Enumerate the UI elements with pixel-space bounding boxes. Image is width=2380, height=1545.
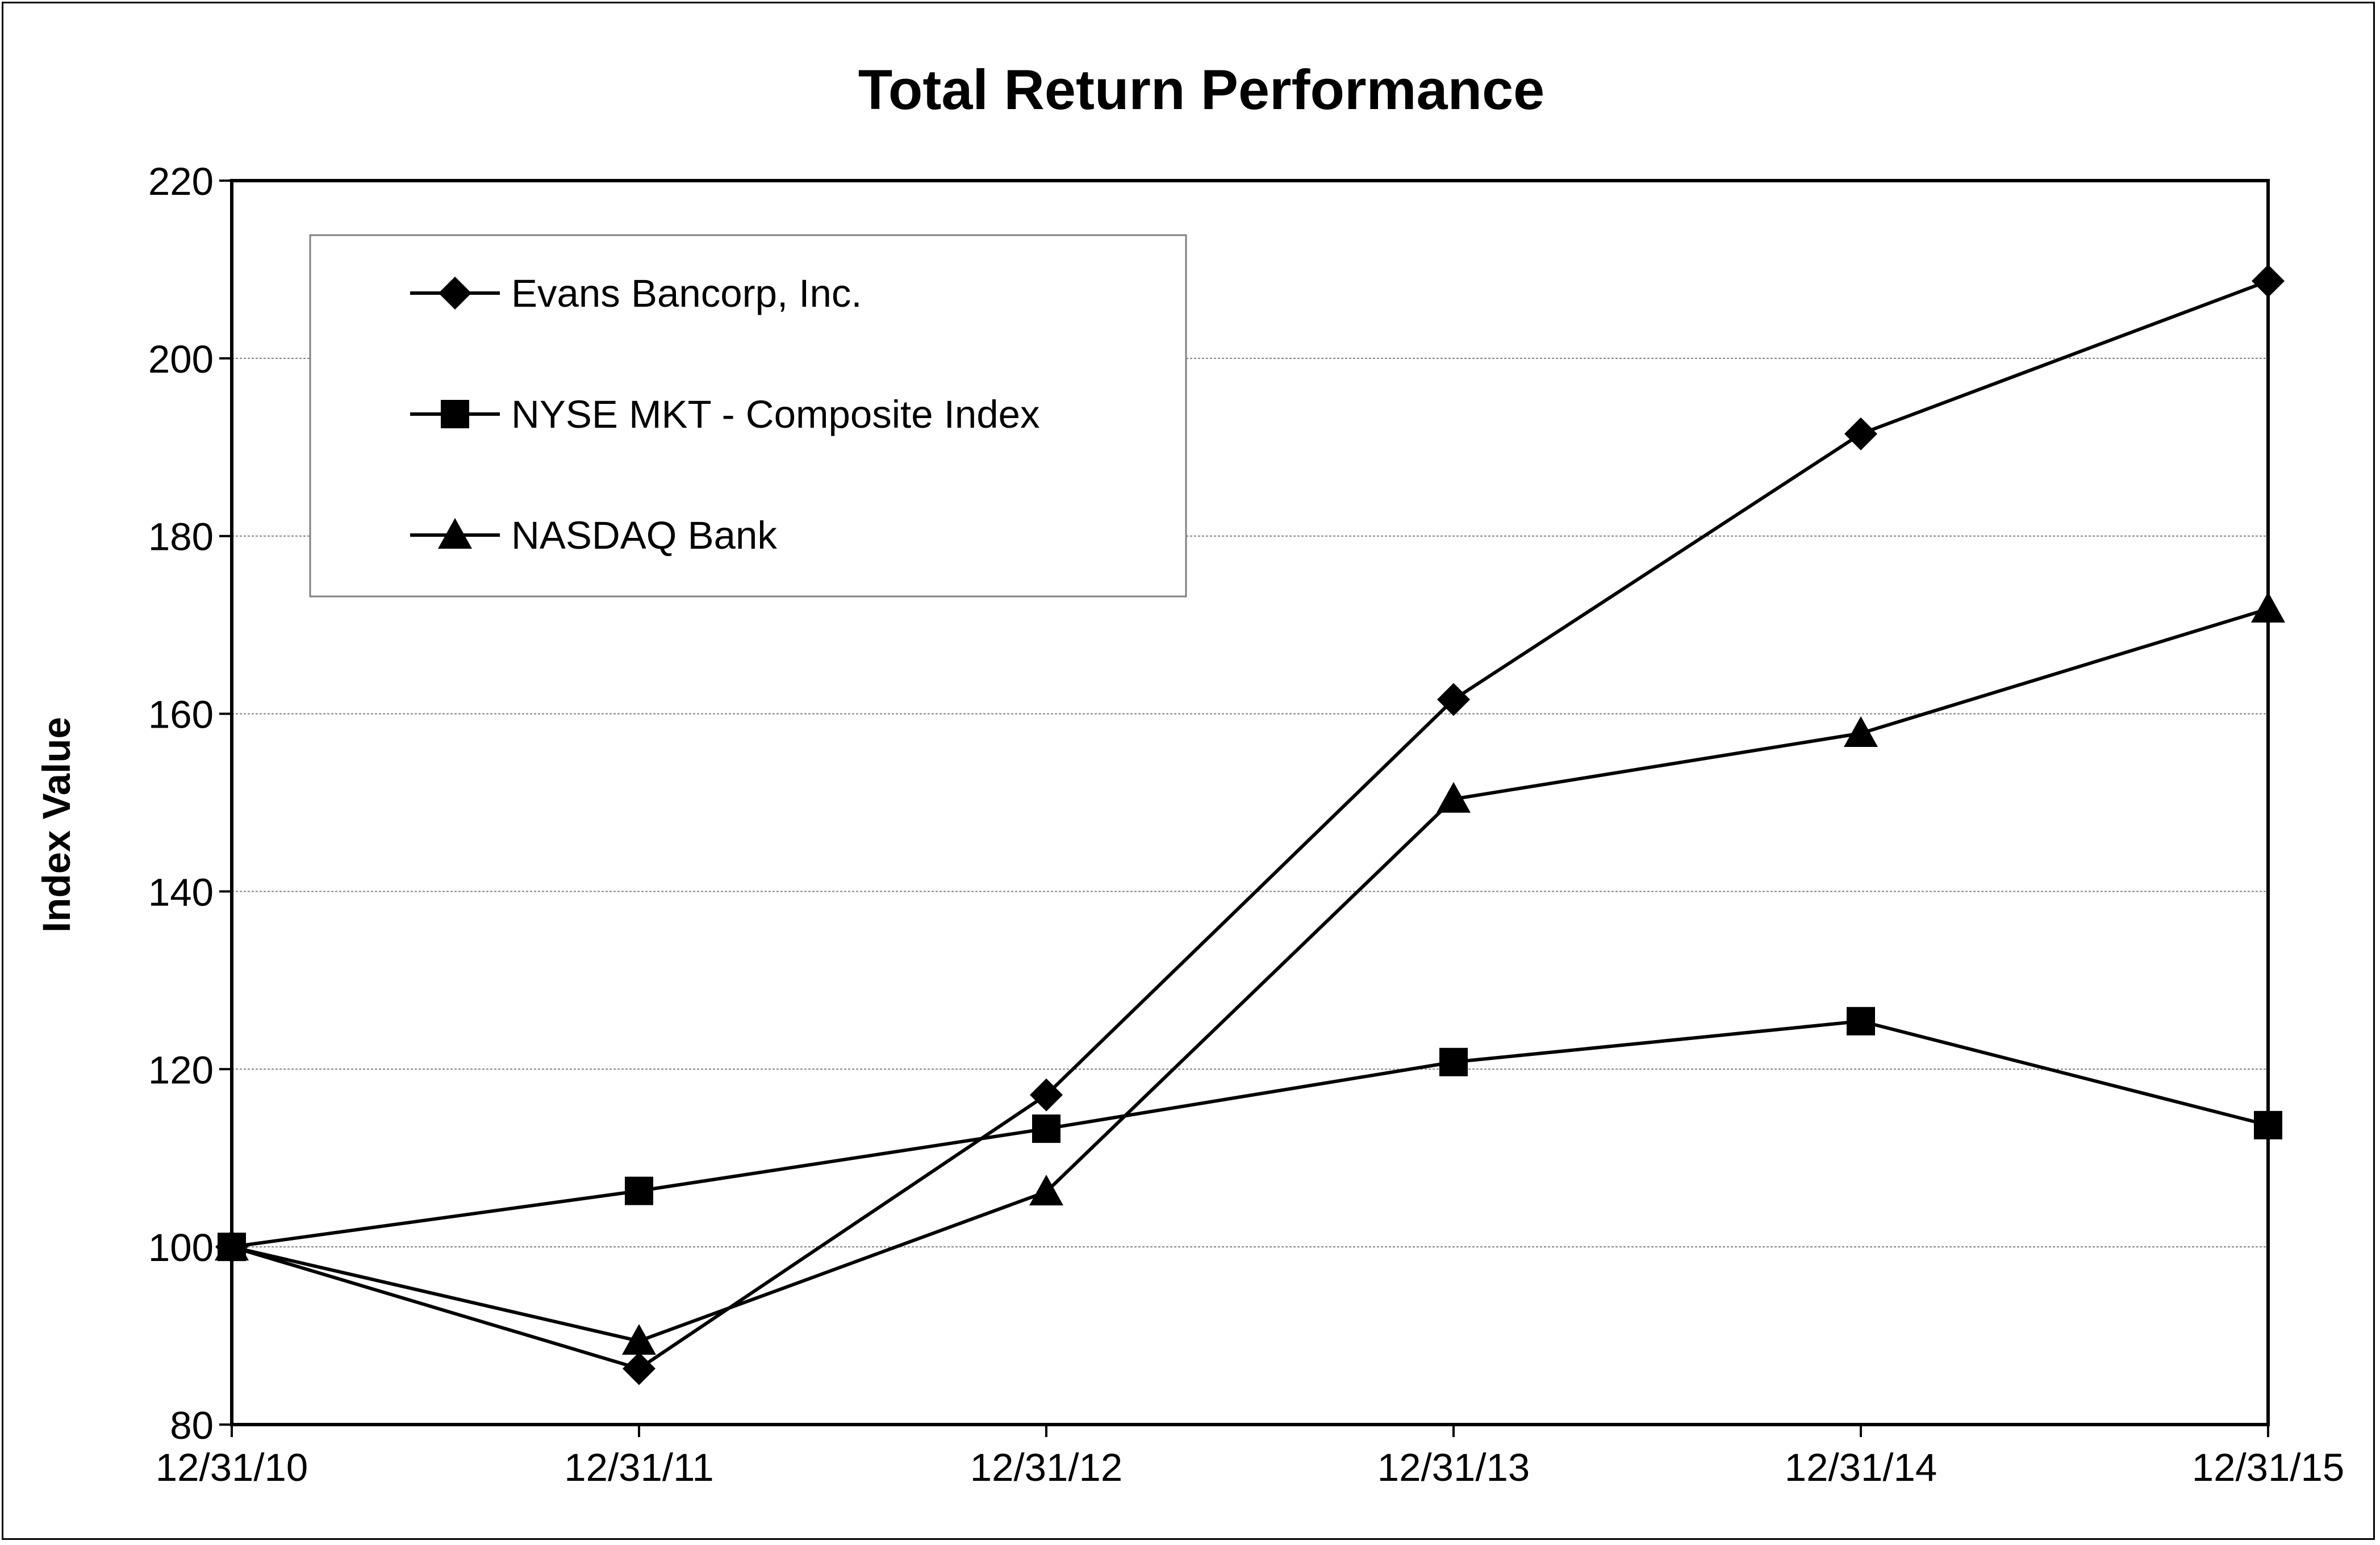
y-tick-label: 140	[148, 870, 214, 914]
y-tick-label: 160	[148, 693, 214, 737]
y-tick-label: 200	[148, 337, 214, 381]
data-point	[1847, 1007, 1875, 1035]
y-tick-label: 100	[148, 1226, 214, 1270]
y-tick-label: 180	[148, 515, 214, 559]
data-point	[1029, 1175, 1063, 1206]
legend-label: NYSE MKT - Composite Index	[511, 392, 1040, 436]
data-point	[2252, 264, 2285, 298]
legend-marker	[441, 400, 469, 428]
legend-label: NASDAQ Bank	[511, 513, 777, 557]
y-tick-label: 80	[170, 1404, 214, 1447]
series-line	[231, 1019, 2269, 1249]
data-point	[1437, 782, 1471, 813]
legend-marker	[439, 277, 471, 310]
data-point	[1032, 1114, 1060, 1143]
data-point	[2251, 591, 2285, 623]
axis-ticks: 80 100 120 140 160 180 200 220 12/31/10 12/31/11 1…	[148, 160, 2344, 1489]
series-2	[218, 1007, 2282, 1262]
data-point	[625, 1176, 653, 1205]
legend: Evans Bancorp, Inc. NYSE MKT - Composite …	[309, 234, 1187, 598]
plot-area	[230, 179, 2270, 1426]
data-point	[622, 1323, 656, 1355]
data-point	[1844, 716, 1878, 747]
y-axis-label: Index Value	[35, 717, 78, 933]
x-tick-label: 12/31/10	[156, 1446, 308, 1489]
legend-items: Evans Bancorp, Inc. NYSE MKT - Composite …	[410, 272, 1040, 557]
legend-label: Evans Bancorp, Inc.	[511, 272, 862, 315]
data-point	[1439, 1047, 1468, 1076]
x-tick-label: 12/31/15	[2192, 1446, 2345, 1489]
x-tick-label: 12/31/12	[970, 1446, 1123, 1489]
series-line	[231, 279, 2269, 1371]
chart-title: Total Return Performance	[858, 58, 1544, 121]
data-point	[1437, 683, 1470, 716]
data-point	[2254, 1110, 2282, 1139]
legend-item: Evans Bancorp, Inc.	[410, 272, 862, 315]
data-point	[1844, 417, 1877, 450]
data-point	[623, 1352, 655, 1385]
series-group	[215, 264, 2285, 1385]
series-3	[215, 591, 2285, 1355]
series-line	[231, 607, 2269, 1343]
x-tick-label: 12/31/13	[1377, 1446, 1530, 1489]
legend-item: NYSE MKT - Composite Index	[410, 392, 1040, 436]
data-point	[215, 1230, 249, 1261]
y-tick-label: 120	[148, 1048, 214, 1092]
legend-marker	[438, 518, 472, 549]
x-tick-label: 12/31/11	[564, 1446, 713, 1489]
y-tick-label: 220	[148, 160, 214, 203]
x-tick-label: 12/31/14	[1785, 1446, 1938, 1489]
legend-item: NASDAQ Bank	[410, 513, 777, 557]
data-point	[1030, 1078, 1063, 1112]
